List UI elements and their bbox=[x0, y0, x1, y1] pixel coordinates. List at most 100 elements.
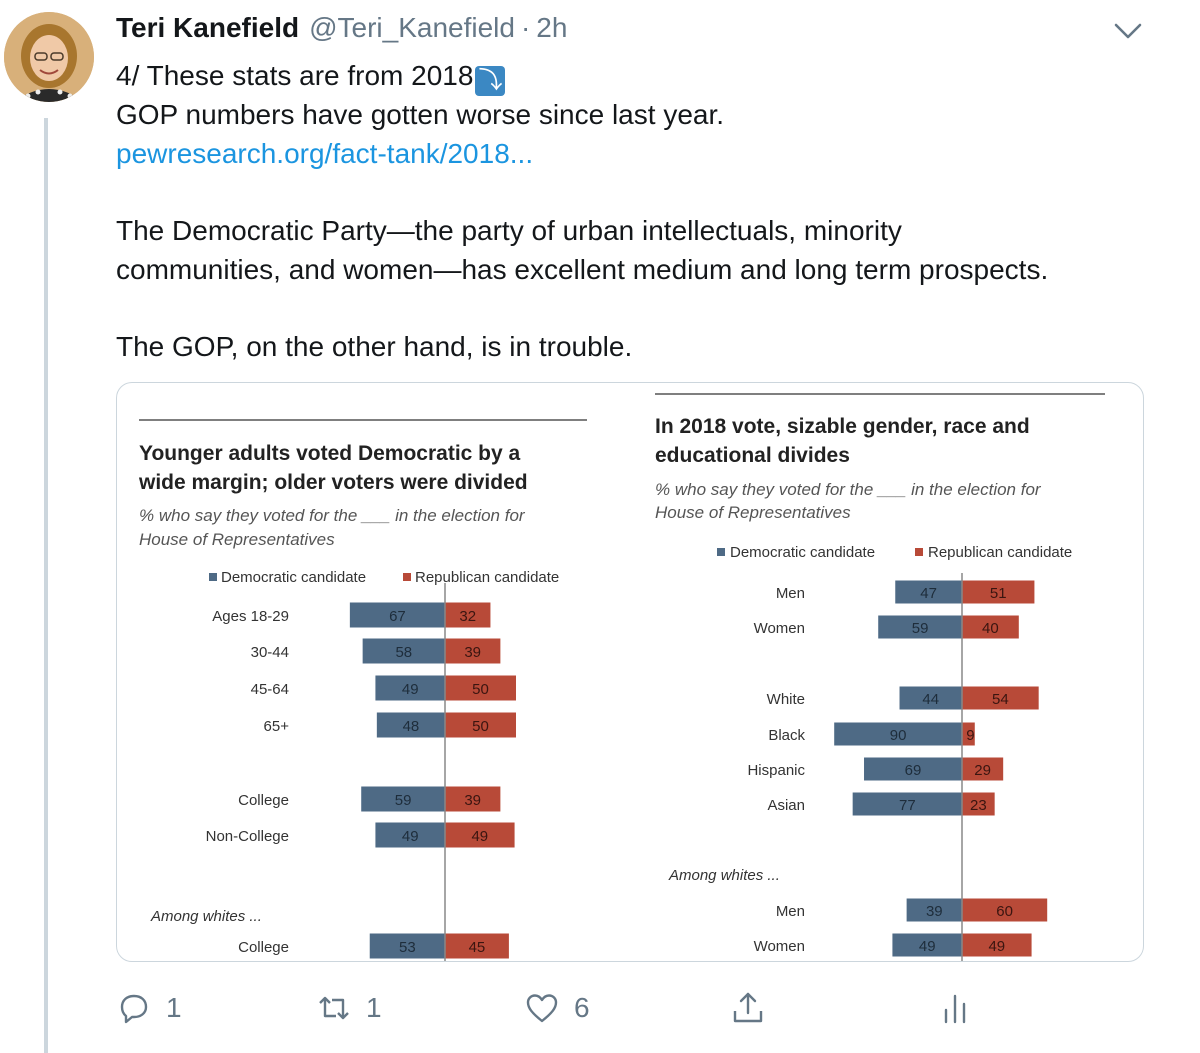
chart-1-dem-value: 69 bbox=[905, 762, 922, 779]
chart-1-rep-bar bbox=[962, 898, 1048, 922]
left-legend-dem-label: Democratic candidate bbox=[221, 569, 366, 586]
chart-1-rep-value: 54 bbox=[992, 691, 1009, 708]
chart-0-rep-bar bbox=[445, 638, 501, 664]
chart-1-dem-value: 49 bbox=[919, 938, 936, 955]
chart-1-rep-bar bbox=[962, 933, 1032, 957]
chart-0-dem-value: 53 bbox=[399, 939, 416, 956]
left-legend-rep-label: Republican candidate bbox=[415, 569, 559, 586]
chart-0-dem-bar bbox=[349, 602, 445, 628]
right-chart-note: Among whites ... bbox=[668, 867, 780, 884]
chart-1-category-label: Men bbox=[776, 585, 805, 602]
reply-button[interactable]: 1 bbox=[116, 990, 182, 1026]
share-icon bbox=[733, 992, 763, 1023]
retweet-count: 1 bbox=[366, 992, 382, 1023]
left-chart-title-line-2: wide margin; older voters were divided bbox=[138, 471, 528, 494]
chart-0-category-label: Ages 18-29 bbox=[212, 608, 289, 625]
left-chart-subtitle-line-1: % who say they voted for the ___ in the … bbox=[139, 506, 526, 525]
tweet-header: Teri Kanefield @Teri_Kanefield · 2h bbox=[116, 12, 567, 48]
chart-0-dem-bar bbox=[361, 786, 445, 812]
chart-0-dem-value: 49 bbox=[402, 828, 419, 845]
retweet-icon bbox=[319, 996, 349, 1020]
chart-1-dem-bar bbox=[878, 615, 962, 639]
attached-image[interactable]: Younger adults voted Democratic by a wid… bbox=[116, 382, 1144, 962]
avatar[interactable] bbox=[4, 12, 94, 102]
chart-0-dem-bar bbox=[376, 712, 445, 738]
chart-1-dem-value: 90 bbox=[890, 727, 907, 744]
tweet-line-2: GOP numbers have gotten worse since last… bbox=[116, 99, 725, 130]
chart-1-dem-value: 44 bbox=[922, 691, 939, 708]
chart-0-rep-value: 50 bbox=[472, 718, 489, 735]
chart-1-rep-value: 9 bbox=[966, 727, 974, 744]
tweet-link[interactable]: pewresearch.org/fact-tank/2018... bbox=[116, 138, 534, 169]
chart-1-rep-bar bbox=[962, 686, 1039, 710]
chart-1-dem-value: 77 bbox=[899, 797, 916, 814]
tweet-line-1: 4/ These stats are from 2018 bbox=[116, 60, 474, 91]
right-legend-dem-label: Democratic candidate bbox=[730, 544, 875, 561]
chart-1-dem-value: 39 bbox=[926, 903, 943, 920]
right-chart-title-line-2: educational divides bbox=[655, 444, 850, 467]
chart-1-dem-bar bbox=[864, 757, 962, 781]
chart-1-rep-value: 60 bbox=[996, 903, 1013, 920]
chart-0-rep-bar bbox=[445, 822, 515, 848]
chart-0-dem-value: 67 bbox=[389, 608, 406, 625]
right-chart-subtitle-line-1: % who say they voted for the ___ in the … bbox=[655, 480, 1042, 499]
chart-1-rep-bar bbox=[962, 615, 1019, 639]
chart-1-dem-bar bbox=[895, 580, 962, 604]
chart-1-dem-value: 59 bbox=[912, 620, 929, 637]
chart-0-category-label: College bbox=[238, 792, 289, 809]
chart-0-rep-value: 39 bbox=[464, 644, 481, 661]
right-chart-title-line-1: In 2018 vote, sizable gender, race and bbox=[655, 415, 1030, 438]
chart-0-category-label: 45-64 bbox=[251, 681, 289, 698]
like-button[interactable]: 6 bbox=[524, 990, 590, 1026]
reply-count: 1 bbox=[166, 992, 182, 1023]
timestamp[interactable]: 2h bbox=[536, 12, 568, 43]
retweet-button[interactable]: 1 bbox=[316, 990, 382, 1026]
chart-1-category-label: Women bbox=[754, 938, 805, 955]
chart-0-category-label: 65+ bbox=[264, 718, 290, 735]
chart-1-rep-bar bbox=[962, 757, 1004, 781]
chart-0-rep-value: 50 bbox=[472, 681, 489, 698]
chart-0-category-label: 30-44 bbox=[251, 644, 289, 661]
chart-1-dem-bar bbox=[834, 722, 962, 746]
chart-1-rep-value: 51 bbox=[990, 585, 1007, 602]
chart-1-rep-value: 40 bbox=[982, 620, 999, 637]
chart-0-dem-bar bbox=[362, 638, 445, 664]
chart-1-rep-bar bbox=[962, 722, 975, 746]
chart-1-category-label: White bbox=[767, 691, 805, 708]
chart-0-rep-bar bbox=[445, 786, 501, 812]
chart-1-dem-bar bbox=[892, 933, 962, 957]
chart-1-category-label: Black bbox=[768, 727, 805, 744]
chart-0-rep-bar bbox=[445, 675, 516, 701]
chart-1-dem-value: 47 bbox=[920, 585, 937, 602]
left-legend-rep-swatch bbox=[403, 573, 411, 581]
chart-0-rep-bar bbox=[445, 712, 516, 738]
chart-1-category-label: Asian bbox=[767, 797, 805, 814]
share-button[interactable] bbox=[730, 990, 766, 1026]
chart-1-rep-bar bbox=[962, 580, 1035, 604]
tweet-paragraph-2-line-2: communities, and women—has excellent med… bbox=[116, 254, 1049, 285]
more-options-chevron-down-icon[interactable] bbox=[1110, 18, 1146, 44]
chart-0-rep-value: 32 bbox=[459, 608, 476, 625]
chart-1-category-label: Women bbox=[754, 620, 805, 637]
author-handle[interactable]: @Teri_Kanefield bbox=[309, 12, 515, 43]
chart-0-rep-bar bbox=[445, 933, 509, 959]
heart-icon bbox=[526, 994, 558, 1023]
chart-0-rep-value: 39 bbox=[464, 792, 481, 809]
reply-icon bbox=[120, 994, 148, 1024]
like-count: 6 bbox=[574, 992, 590, 1023]
chart-1-dem-bar bbox=[906, 898, 962, 922]
chart-0-dem-value: 49 bbox=[402, 681, 419, 698]
chart-0-dem-value: 58 bbox=[395, 644, 412, 661]
separator-dot: · bbox=[520, 12, 531, 43]
chart-0-rep-bar bbox=[445, 602, 491, 628]
chart-0-category-label: Non-College bbox=[206, 828, 289, 845]
analytics-button[interactable] bbox=[938, 990, 974, 1026]
chart-0-dem-value: 59 bbox=[395, 792, 412, 809]
thread-line bbox=[44, 118, 48, 1053]
chart-1-category-label: Hispanic bbox=[747, 762, 805, 779]
chart-1-rep-bar bbox=[962, 792, 995, 816]
chart-0-category-label: College bbox=[238, 939, 289, 956]
author-name[interactable]: Teri Kanefield bbox=[116, 12, 300, 43]
chart-0-dem-bar bbox=[375, 675, 445, 701]
chart-1-rep-value: 49 bbox=[988, 938, 1005, 955]
